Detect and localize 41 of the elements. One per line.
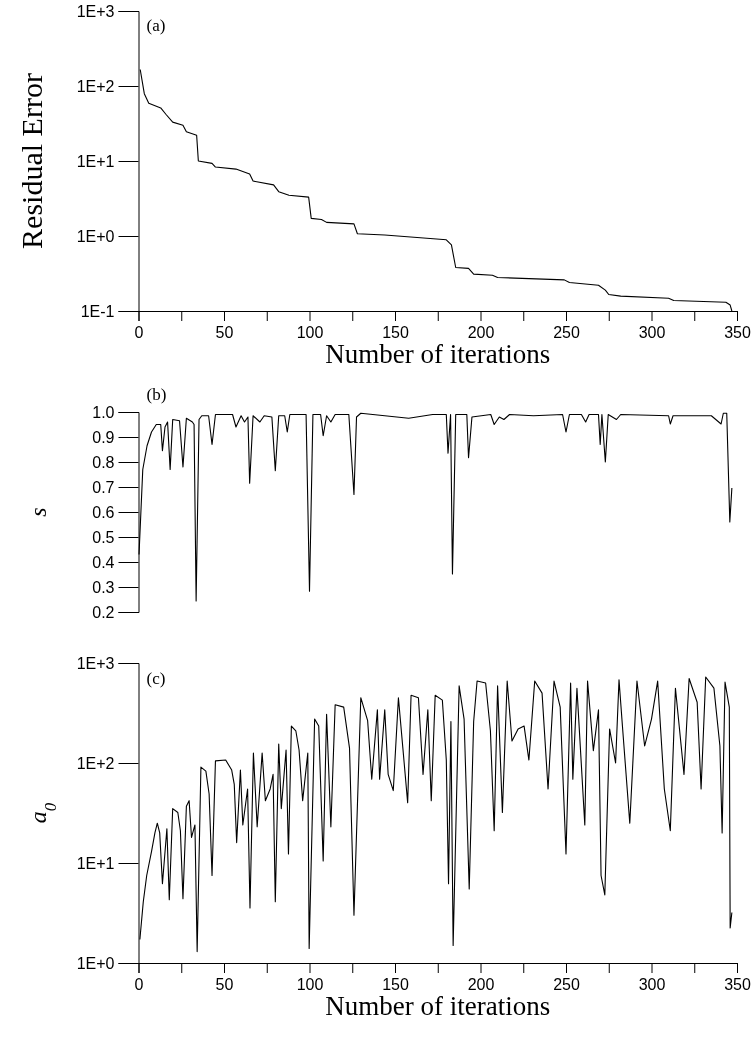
- x-tick-label: 100: [296, 324, 324, 342]
- y-tick-label: 0.9: [92, 428, 115, 446]
- x-tick-label: 0: [134, 976, 144, 994]
- y-tick-label: 1E+0: [76, 227, 115, 245]
- x-tick-label: 150: [382, 976, 409, 994]
- y-tick-label: 0.5: [92, 528, 115, 546]
- y-tick-label: 0.3: [92, 578, 115, 596]
- y-tick-label: 0.4: [92, 553, 115, 571]
- x-tick-label: 0: [134, 324, 144, 342]
- y-tick-label: 1.0: [92, 403, 115, 421]
- y-tick-label: 1E-1: [80, 302, 115, 320]
- x-axis-title: Number of iterations: [325, 339, 551, 369]
- y-axis-title: Residual Error: [15, 73, 48, 249]
- x-tick-label: 250: [553, 976, 580, 994]
- y-tick-label: 1E+1: [76, 854, 115, 872]
- y-axis-title: s: [25, 507, 51, 517]
- y-tick-label: 0.6: [92, 503, 115, 521]
- y-tick-label: 1E+0: [76, 954, 115, 972]
- y-tick-label: 1E+3: [76, 2, 115, 20]
- y-tick-label: 1E+1: [76, 152, 115, 170]
- x-tick-label: 300: [638, 324, 666, 342]
- annotation: (a): [146, 15, 166, 35]
- y-tick-label: 1E+3: [76, 654, 115, 672]
- y-tick-label: 0.8: [92, 453, 115, 471]
- x-tick-label: 200: [467, 324, 495, 342]
- x-tick-label: 250: [553, 324, 580, 342]
- text: (b): [146, 384, 167, 404]
- x-tick-label: 350: [724, 324, 751, 342]
- x-tick-label: 150: [382, 324, 409, 342]
- x-tick-label: 50: [215, 324, 234, 342]
- x-tick-label: 200: [467, 976, 495, 994]
- y-tick-label: 1E+2: [76, 754, 115, 772]
- x-tick-label: 100: [296, 976, 324, 994]
- x-tick-label: 350: [724, 976, 751, 994]
- y-tick-label: 0.7: [92, 478, 115, 496]
- x-tick-label: 300: [638, 976, 666, 994]
- x-axis-title: Number of iterations: [325, 991, 551, 1021]
- y-tick-label: 0.2: [92, 603, 115, 621]
- y-tick-label: 1E+2: [76, 77, 115, 95]
- annotation: (c): [146, 668, 166, 688]
- x-tick-label: 50: [215, 976, 234, 994]
